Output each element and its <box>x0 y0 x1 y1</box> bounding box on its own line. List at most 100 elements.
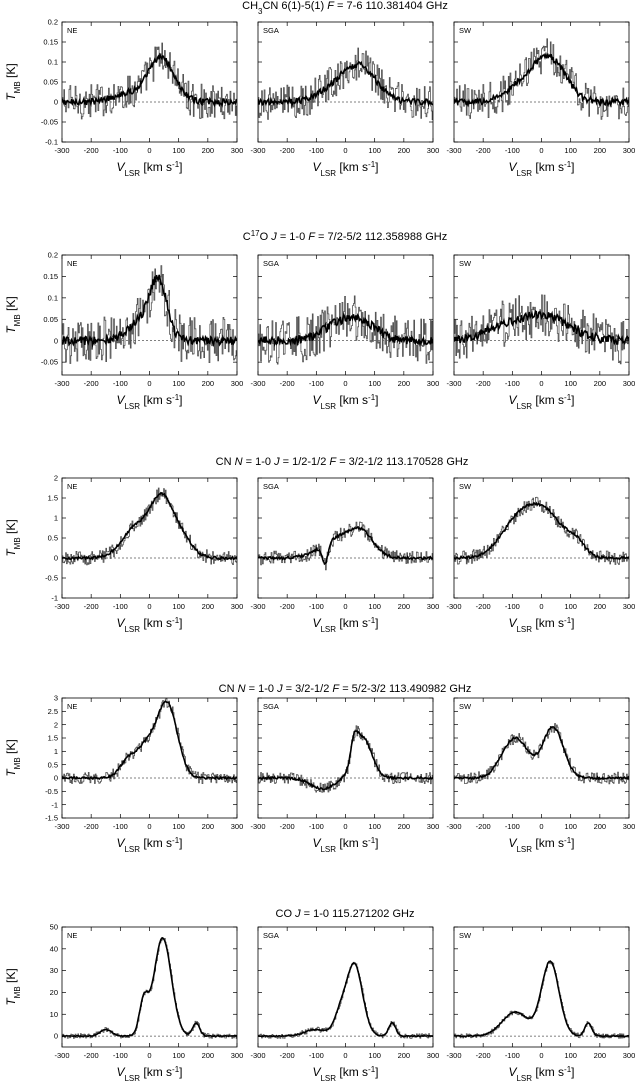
x-tick-label: -100 <box>113 1051 128 1060</box>
row-title: CN N = 1-0 J = 1/2-1/2 F = 3/2-1/2 113.1… <box>216 456 469 468</box>
x-tick-label: -100 <box>309 602 324 611</box>
y-tick-label: -1.5 <box>45 814 58 823</box>
x-tick-label: 300 <box>427 602 440 611</box>
y-tick-label: -1 <box>51 594 58 603</box>
y-tick-label: 0 <box>54 554 58 563</box>
y-tick-label: 0.05 <box>43 78 58 87</box>
x-tick-label: -200 <box>84 146 99 155</box>
x-tick-label: -100 <box>113 822 128 831</box>
row-title: C17O J = 1-0 F = 7/2-5/2 112.358988 GHz <box>243 229 447 244</box>
x-tick-label: 300 <box>231 379 244 388</box>
x-tick-label: 300 <box>231 1051 244 1060</box>
y-tick-label: 40 <box>50 944 58 953</box>
x-tick-label: 100 <box>172 822 185 831</box>
x-tick-label: -100 <box>309 822 324 831</box>
x-tick-label: 300 <box>427 379 440 388</box>
y-tick-label: 0.5 <box>48 760 58 769</box>
x-tick-label: 100 <box>564 379 577 388</box>
spectrum-raw-sga <box>258 961 433 1039</box>
panel-sga: SGA -300 -200 -100 0 100 200 300 VLSR [km s-1] <box>250 926 440 1083</box>
plot-frame <box>257 21 434 143</box>
x-tick-label: -100 <box>309 379 324 388</box>
x-axis-label: VLSR [km s-1] <box>508 160 574 178</box>
spectrum-raw-ne <box>62 698 237 784</box>
x-tick-label: 300 <box>427 1051 440 1060</box>
panel-label: SGA <box>263 931 279 940</box>
x-tick-label: -300 <box>250 822 265 831</box>
x-tick-label: 0 <box>147 602 151 611</box>
y-tick-label: -0.1 <box>45 138 58 147</box>
y-tick-label: 0 <box>54 774 58 783</box>
spectrum-smoothed-sga <box>258 962 433 1038</box>
y-tick-label: -0.05 <box>41 118 58 127</box>
y-tick-label: 10 <box>50 1010 58 1019</box>
y-tick-label: 2 <box>54 720 58 729</box>
x-tick-label: 300 <box>231 146 244 155</box>
x-tick-label: 100 <box>368 1051 381 1060</box>
spectrum-raw-sw <box>454 294 629 365</box>
spectrum-raw-sw <box>454 960 629 1039</box>
plot-frame <box>257 697 434 819</box>
x-tick-label: -300 <box>446 822 461 831</box>
panel-sga: SGA -300 -200 -100 0 100 200 300 VLSR [km s-1] <box>250 697 439 854</box>
x-axis-label: VLSR [km s-1] <box>116 836 182 854</box>
y-tick-label: 1.5 <box>48 734 58 743</box>
x-tick-label: -100 <box>505 146 520 155</box>
x-tick-label: -100 <box>505 1051 520 1060</box>
x-tick-label: -200 <box>476 822 491 831</box>
x-tick-label: -300 <box>446 1051 461 1060</box>
panel-ne: NE -300 -200 -100 0 100 200 300 -0.1 -0.05 0 0.05 0.… <box>41 18 243 178</box>
spectrum-raw-sga <box>258 295 433 365</box>
spectrum-smoothed-ne <box>62 700 237 781</box>
spectrum-raw-sw <box>454 496 629 565</box>
spectrum-smoothed-ne <box>62 52 237 108</box>
plot-frame <box>453 697 630 819</box>
x-tick-label: 300 <box>623 822 636 831</box>
x-tick-label: 200 <box>398 1051 411 1060</box>
spectrum-raw-sw <box>454 38 629 120</box>
panel-ne: NE -300 -200 -100 0 100 200 300 -1 -0.5 0 0.5 1 1.5 2 V… <box>45 474 243 634</box>
spectrum-raw-ne <box>62 265 237 364</box>
x-tick-label: -200 <box>476 602 491 611</box>
y-tick-label: 1 <box>54 514 58 523</box>
spectrum-raw-ne <box>62 487 237 566</box>
panel-label: SW <box>459 702 472 711</box>
y-tick-label: -0.5 <box>45 574 58 583</box>
x-axis-label: VLSR [km s-1] <box>116 393 182 411</box>
panel-ne: NE -300 -200 -100 0 100 200 300 -0.05 0 0.05 0.1 0.1… <box>41 251 243 411</box>
x-tick-label: 200 <box>594 822 607 831</box>
x-tick-label: 100 <box>368 822 381 831</box>
x-tick-label: -200 <box>280 146 295 155</box>
y-tick-label: 1.5 <box>48 494 58 503</box>
x-tick-label: -200 <box>84 822 99 831</box>
spectrum-smoothed-sga <box>258 730 433 791</box>
x-axis-label: VLSR [km s-1] <box>116 1065 182 1083</box>
panel-label: SW <box>459 26 472 35</box>
spectrum-smoothed-sw <box>454 501 629 561</box>
x-tick-label: 100 <box>172 1051 185 1060</box>
x-tick-label: 300 <box>623 146 636 155</box>
x-tick-label: 0 <box>539 146 543 155</box>
x-tick-label: -100 <box>113 379 128 388</box>
panel-label: SW <box>459 482 472 491</box>
y-tick-label: -0.5 <box>45 787 58 796</box>
y-tick-label: 0.2 <box>48 251 58 260</box>
x-tick-label: 0 <box>147 1051 151 1060</box>
x-tick-label: 300 <box>231 822 244 831</box>
x-tick-label: 200 <box>398 146 411 155</box>
panel-label: NE <box>67 931 77 940</box>
panel-sw: SW -300 -200 -100 0 100 200 300 VLSR [km s-1] <box>446 926 635 1083</box>
spectrum-smoothed-ne <box>62 937 237 1038</box>
plot-frame <box>453 477 630 599</box>
x-tick-label: -200 <box>476 146 491 155</box>
x-tick-label: -100 <box>309 1051 324 1060</box>
x-tick-label: -300 <box>250 379 265 388</box>
panel-sga: SGA -300 -200 -100 0 100 200 300 VLSR [km s-1] <box>250 21 439 178</box>
y-tick-label: 0.15 <box>43 272 58 281</box>
x-axis-label: VLSR [km s-1] <box>312 393 378 411</box>
x-axis-label: VLSR [km s-1] <box>116 160 182 178</box>
x-tick-label: 100 <box>368 602 381 611</box>
panel-label: SGA <box>263 702 279 711</box>
x-tick-label: 300 <box>231 602 244 611</box>
x-tick-label: -200 <box>84 1051 99 1060</box>
